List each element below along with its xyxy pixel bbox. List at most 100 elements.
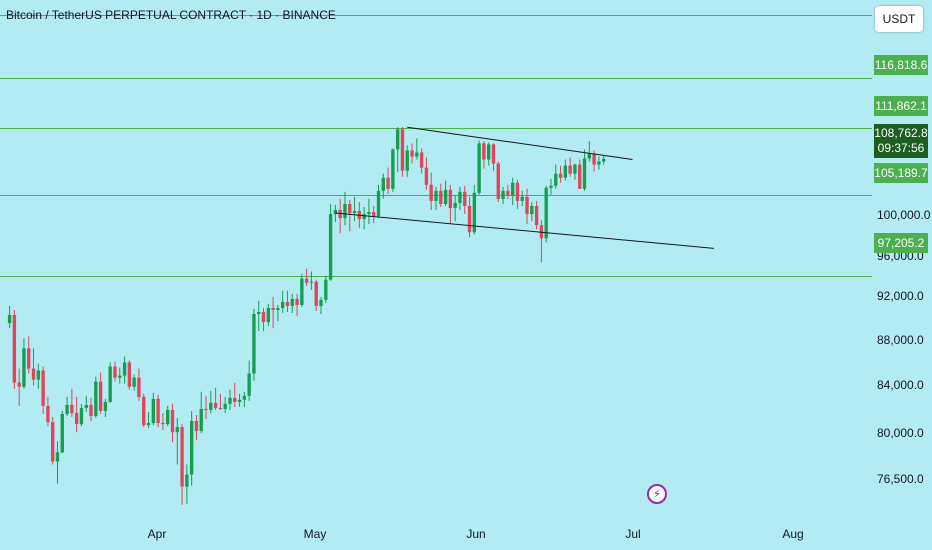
candle-body — [36, 370, 41, 380]
candle-body — [434, 190, 438, 201]
candle-body — [343, 203, 347, 219]
candle-body — [60, 413, 64, 453]
candle-body — [376, 190, 381, 217]
candle-body — [252, 314, 256, 374]
candle-body — [520, 196, 524, 201]
candle-body — [510, 182, 515, 196]
candle-body — [84, 404, 88, 408]
candle-body — [94, 381, 98, 416]
candle-body — [137, 377, 141, 397]
candle-body — [304, 278, 309, 283]
candle-body — [367, 212, 371, 215]
candle-body — [118, 375, 122, 378]
candle-body — [285, 301, 290, 306]
candle-body — [223, 403, 227, 409]
candle-body — [266, 307, 270, 323]
candle-body — [113, 366, 117, 378]
y-tick-label: 76,500.0 — [877, 472, 924, 486]
candle-body — [467, 205, 472, 233]
candle-body — [122, 362, 127, 376]
level-tag: 97,205.2 — [874, 233, 928, 253]
candle-body — [439, 190, 443, 204]
candle-body — [31, 368, 36, 380]
candle-body — [530, 205, 534, 215]
candle-body — [65, 404, 69, 414]
currency-button[interactable]: USDT — [875, 6, 923, 32]
candle-body — [482, 143, 486, 160]
candle-body — [242, 395, 247, 400]
candle-body — [151, 398, 155, 424]
candle-body — [496, 163, 500, 199]
x-tick-label: Aug — [782, 527, 804, 541]
candle-body — [89, 404, 93, 416]
candle-body — [443, 189, 448, 204]
candle-body — [391, 149, 395, 189]
candle-body — [534, 205, 539, 226]
candle-body — [276, 307, 280, 310]
candle-body — [17, 382, 21, 387]
candle-body — [472, 192, 477, 233]
y-tick-label: 84,000.0 — [877, 378, 924, 392]
y-tick-label: 92,000.0 — [877, 289, 924, 303]
candle-body — [458, 191, 462, 203]
candle-body — [146, 423, 151, 426]
candle-body — [477, 143, 481, 193]
candle-body — [218, 407, 223, 409]
candle-body — [209, 402, 213, 410]
y-tick-label: 100,000.0 — [877, 208, 931, 222]
candle-body — [419, 152, 424, 168]
candle-body — [281, 301, 285, 308]
candle-body — [161, 423, 165, 425]
candle-body — [103, 401, 108, 411]
candle-body — [602, 158, 606, 162]
x-tick-label: Jun — [466, 527, 486, 541]
candle-body — [587, 153, 591, 159]
candle-body — [170, 409, 175, 433]
candle-body — [395, 129, 400, 150]
horizontal-levels — [0, 15, 872, 277]
candle-body — [204, 408, 208, 410]
candle-body — [108, 366, 112, 402]
candle-body — [549, 185, 553, 188]
candle-body — [12, 315, 17, 383]
y-tick-label: 88,000.0 — [877, 333, 924, 347]
candle-body — [453, 202, 457, 208]
y-tick-label: 80,000.0 — [877, 426, 924, 440]
candle-body — [333, 210, 338, 215]
last-price-tag: 108,762.8 09:37:56 — [874, 124, 928, 158]
x-tick-label: Jul — [625, 527, 641, 541]
trendline — [407, 126, 633, 161]
candle-body — [194, 421, 199, 432]
candle-body — [180, 427, 184, 487]
candle-body — [189, 421, 194, 475]
candle-body — [448, 189, 453, 208]
candle-body — [132, 377, 136, 387]
candle-body — [544, 187, 548, 239]
candle-body — [463, 191, 467, 206]
candle-body — [563, 165, 568, 178]
candle-body — [362, 214, 366, 220]
candle-body — [487, 144, 491, 160]
candle-body — [372, 212, 376, 217]
candle-body — [290, 298, 294, 306]
candle-body — [228, 397, 232, 404]
candle-body — [79, 407, 84, 425]
candle-body — [233, 397, 237, 402]
candle-body — [491, 144, 496, 164]
candle-body — [213, 402, 218, 408]
candle-body — [582, 158, 587, 189]
candle-body — [554, 173, 558, 186]
candle-body — [156, 398, 160, 424]
candle-body — [142, 396, 146, 426]
candle-body — [352, 211, 357, 214]
candle-body — [7, 315, 12, 324]
candle-body — [314, 281, 318, 306]
candle-body — [98, 381, 103, 411]
countdown-timer: 09:37:56 — [877, 141, 925, 155]
lightning-icon[interactable]: ⚡ — [647, 484, 667, 504]
level-tag: 105,189.7 — [874, 163, 928, 183]
candle-body — [515, 182, 520, 201]
last-price-value: 108,762.8 — [874, 126, 928, 140]
